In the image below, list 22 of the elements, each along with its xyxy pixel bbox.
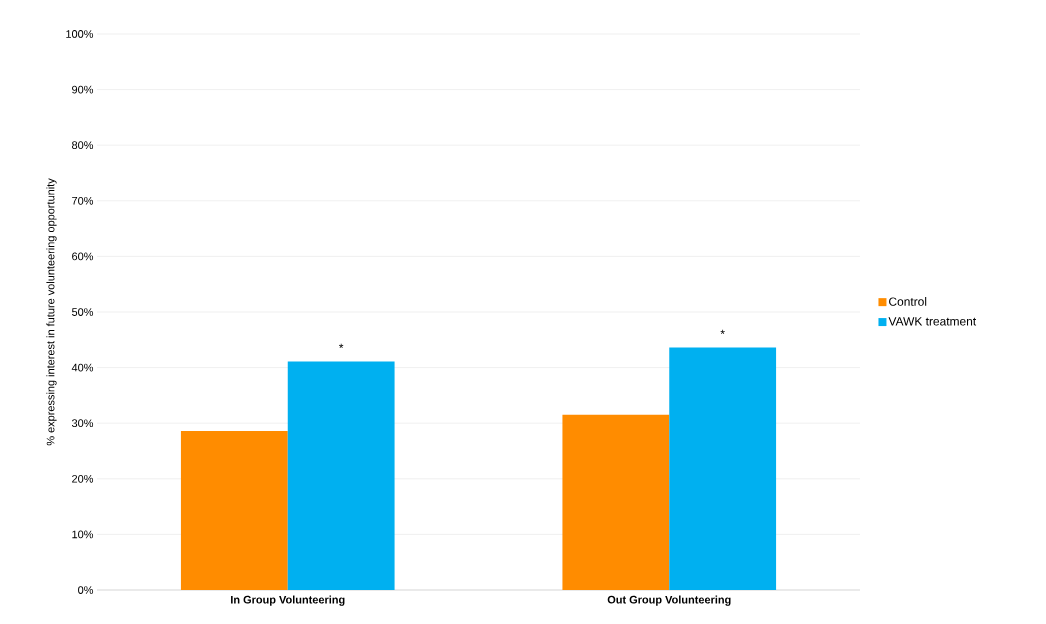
y-tick-label: 30% [71, 419, 94, 428]
annotation: * [720, 329, 725, 335]
x-tick-label: In Group Volunteering [231, 595, 345, 606]
y-tick-label: 70% [72, 196, 94, 205]
y-axis-title: % expressing interest in future volunteering opportunity [46, 178, 57, 446]
y-tick-label: 40% [71, 363, 94, 372]
y-tick-label: 50% [71, 308, 94, 316]
y-tick-label: 20% [72, 474, 94, 483]
y-tick-label: 60% [72, 252, 94, 261]
bar [287, 361, 395, 590]
y-tick-label: 10% [72, 530, 94, 539]
bar [180, 430, 288, 590]
y-tick-label: 90% [72, 85, 94, 94]
legend-label: Control [889, 297, 927, 306]
bar [562, 414, 670, 590]
y-tick-label: 80% [72, 141, 94, 150]
legend-label: VAWK treatment [888, 317, 977, 326]
x-tick-label: Out Group Volunteering [607, 595, 731, 606]
bar [669, 347, 777, 590]
annotation: * [339, 343, 344, 348]
y-tick-label: 0% [78, 586, 94, 594]
y-tick-label: 100% [66, 30, 94, 38]
